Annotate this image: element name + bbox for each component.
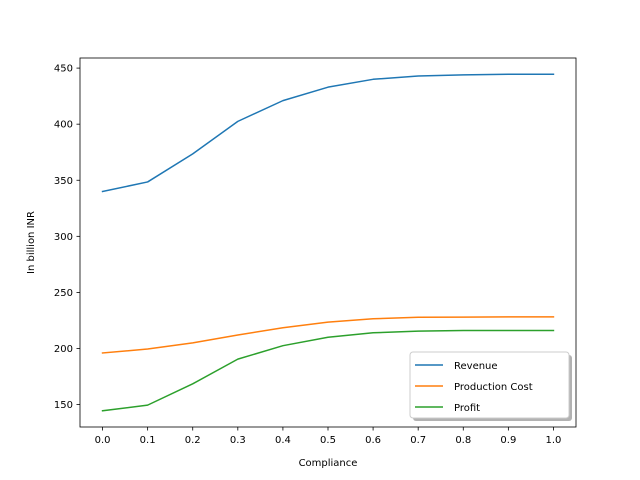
y-axis-label: In billion INR: [26, 211, 37, 274]
x-tick-label: 0.1: [140, 435, 156, 446]
legend-label: Profit: [454, 403, 480, 414]
axes-layer: 0.0 0.1 0.2 0.3 0.4 0.5 0.6 0.7 0.8 0.9 1.0 150 200 2…: [54, 57, 577, 446]
y-tick-label: 250: [54, 288, 73, 299]
series-layer: [101, 73, 555, 412]
x-tick-label: 0.0: [95, 435, 111, 446]
y-tick-label: 350: [54, 176, 73, 187]
x-tick-label: 0.6: [365, 435, 381, 446]
y-tick-label: 400: [54, 120, 73, 131]
x-tick-label: 0.8: [455, 435, 471, 446]
x-tick-label: 0.2: [185, 435, 201, 446]
legend-label: Revenue: [454, 361, 498, 372]
legend-box: [409, 351, 570, 419]
x-axis-label: Compliance: [299, 458, 358, 469]
x-tick-label: 0.9: [500, 435, 516, 446]
x-tick-label: 0.3: [230, 435, 246, 446]
y-tick-label: 150: [54, 400, 73, 411]
series-line-production-cost: [101, 316, 555, 354]
y-tick-label: 200: [54, 344, 73, 355]
y-tick-label: 300: [54, 232, 73, 243]
legend: Revenue Production Cost Profit: [409, 351, 572, 421]
legend-label: Production Cost: [454, 382, 533, 393]
x-tick-label: 0.4: [275, 435, 291, 446]
x-tick-label: 1.0: [546, 435, 562, 446]
y-tick-label: 450: [54, 64, 73, 75]
x-tick-label: 0.7: [410, 435, 426, 446]
x-tick-label: 0.5: [320, 435, 336, 446]
series-line-profit: [101, 329, 555, 412]
series-line-revenue: [101, 73, 555, 193]
